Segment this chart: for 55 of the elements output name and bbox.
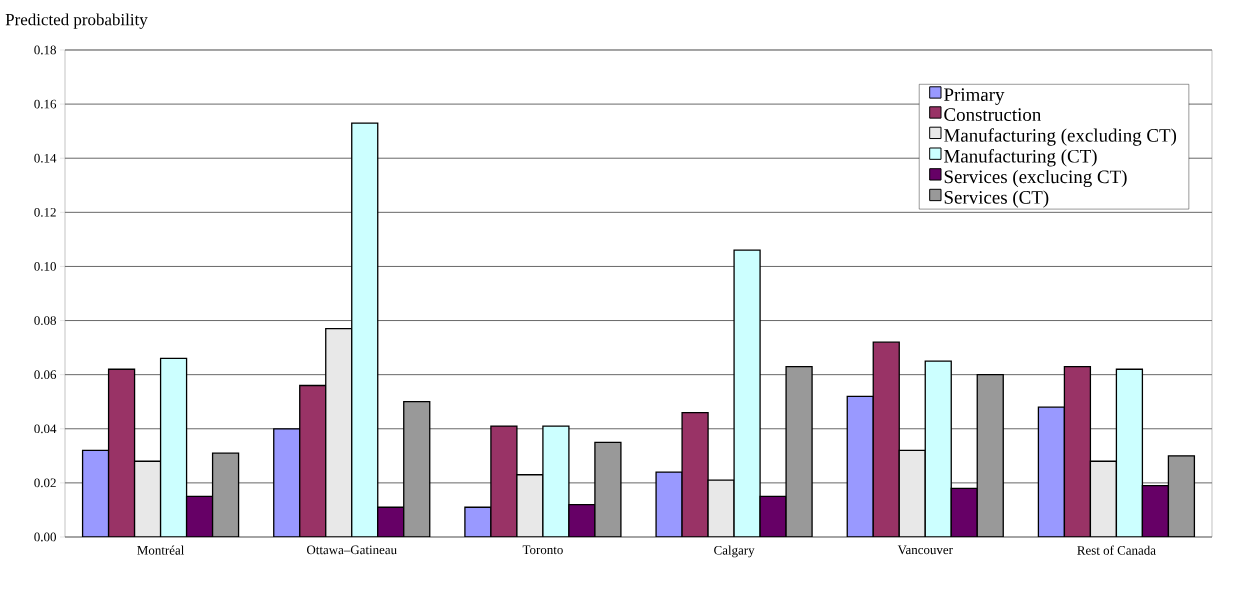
y-tick-label: 0.06	[34, 370, 57, 380]
bar	[351, 122, 379, 537]
y-tick-label: 0.16	[34, 99, 57, 109]
x-tick-label: Montréal	[137, 545, 185, 555]
legend-label: Services (exclucing CT)	[944, 169, 1127, 188]
y-tick-label: 0.10	[34, 262, 56, 271]
bar	[924, 360, 952, 537]
legend-label: Manufacturing (excluding CT)	[944, 128, 1177, 146]
bar	[185, 495, 214, 537]
x-tick-label: Vancouver	[897, 545, 953, 555]
bar	[1167, 455, 1196, 537]
bar	[950, 487, 978, 537]
y-tick-label: 0.00	[34, 532, 56, 542]
y-tick-label: 0.08	[34, 316, 56, 325]
y-tick-label: 0.18	[34, 45, 56, 55]
bar	[299, 384, 327, 537]
bar	[403, 401, 431, 537]
x-tick-label: Rest of Canada	[1077, 545, 1156, 555]
legend-label: Manufacturing (CT)	[944, 149, 1097, 167]
bar	[656, 472, 683, 537]
x-tick-label: Toronto	[522, 545, 563, 555]
bar	[107, 368, 136, 537]
bar	[682, 412, 709, 537]
bar	[1141, 484, 1170, 537]
bar	[325, 328, 353, 537]
bar	[846, 395, 874, 537]
bar	[211, 452, 240, 537]
bar	[786, 366, 813, 537]
bar	[516, 474, 544, 537]
bar	[490, 425, 518, 537]
bar	[734, 250, 761, 537]
legend-label: Primary	[944, 88, 1005, 105]
legend-label: Services (CT)	[944, 190, 1049, 208]
bar	[159, 357, 188, 537]
bar	[1089, 460, 1118, 537]
bar	[1063, 365, 1092, 537]
y-tick-label: 0.12	[34, 207, 56, 217]
x-tick-label: Ottawa–Gatineau	[306, 545, 397, 555]
bar	[898, 449, 926, 537]
bar	[81, 449, 110, 537]
bar	[542, 425, 570, 537]
y-tick-label: 0.14	[34, 153, 57, 163]
bar	[1037, 406, 1066, 537]
y-tick-label: 0.04	[34, 424, 57, 434]
x-tick-label: Calgary	[714, 545, 755, 558]
bar	[976, 374, 1004, 537]
y-axis-title: Predicted probability	[5, 13, 148, 29]
bar	[872, 341, 900, 537]
bar	[594, 441, 622, 537]
bar	[1115, 368, 1144, 537]
bar	[133, 460, 162, 537]
y-tick-label: 0.02	[34, 478, 56, 488]
legend-label: Construction	[944, 108, 1042, 121]
bar	[273, 428, 301, 537]
bar	[377, 506, 405, 537]
